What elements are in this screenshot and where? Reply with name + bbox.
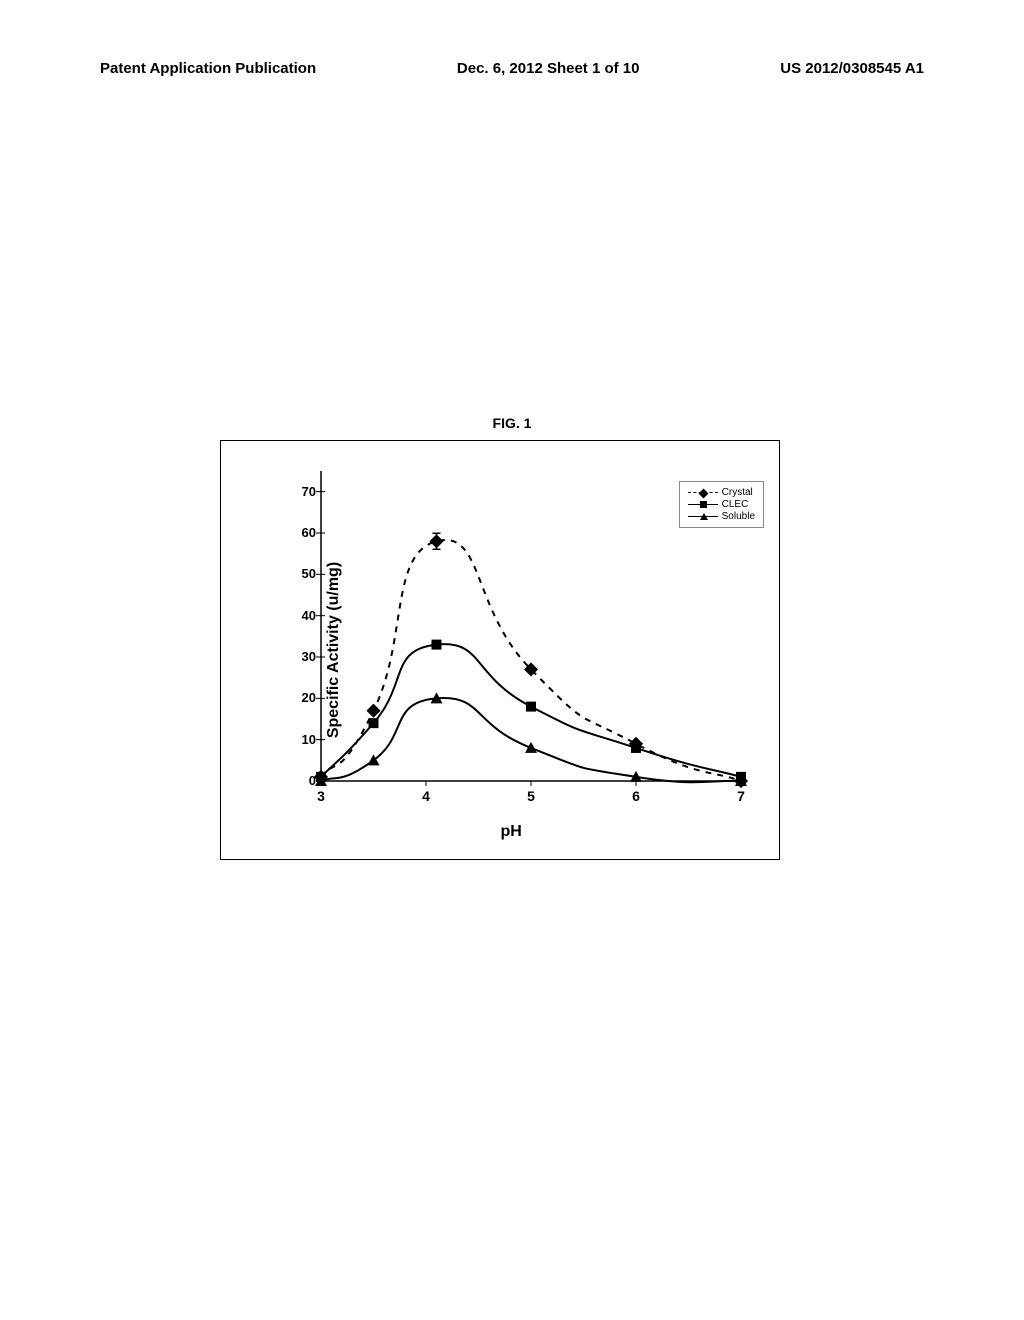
x-tick-label: 4 <box>416 788 436 804</box>
x-axis-label: pH <box>500 823 521 841</box>
y-tick-label: 40 <box>291 608 316 623</box>
legend-label-clec: CLEC <box>722 499 749 510</box>
legend-item-clec: CLEC <box>688 499 755 510</box>
legend-line-clec <box>688 504 718 505</box>
x-tick-label: 5 <box>521 788 541 804</box>
page-header: Patent Application Publication Dec. 6, 2… <box>0 60 1024 77</box>
y-tick-label: 30 <box>291 649 316 664</box>
x-tick-label: 7 <box>731 788 751 804</box>
legend-item-soluble: Soluble <box>688 511 755 522</box>
y-tick-label: 60 <box>291 525 316 540</box>
y-tick-label: 50 <box>291 566 316 581</box>
legend-line-soluble <box>688 516 718 517</box>
y-tick-label: 20 <box>291 690 316 705</box>
chart-area: Specific Activity (u/mg) pH 010203040506… <box>221 441 779 859</box>
legend-line-crystal <box>688 492 718 493</box>
legend-label-soluble: Soluble <box>722 511 755 522</box>
y-tick-label: 70 <box>291 484 316 499</box>
y-tick-label: 10 <box>291 732 316 747</box>
y-tick-label: 0 <box>291 773 316 788</box>
header-publication-type: Patent Application Publication <box>100 60 316 77</box>
legend-item-crystal: Crystal <box>688 487 755 498</box>
diamond-icon <box>698 489 708 499</box>
triangle-icon <box>700 513 708 520</box>
header-date-sheet: Dec. 6, 2012 Sheet 1 of 10 <box>457 60 640 77</box>
x-tick-label: 6 <box>626 788 646 804</box>
figure-label: FIG. 1 <box>493 415 532 431</box>
chart-container: Specific Activity (u/mg) pH 010203040506… <box>220 440 780 860</box>
legend-label-crystal: Crystal <box>722 487 753 498</box>
legend: Crystal CLEC Soluble <box>679 481 764 528</box>
header-patent-number: US 2012/0308545 A1 <box>780 60 924 77</box>
x-tick-label: 3 <box>311 788 331 804</box>
square-icon <box>700 501 707 508</box>
